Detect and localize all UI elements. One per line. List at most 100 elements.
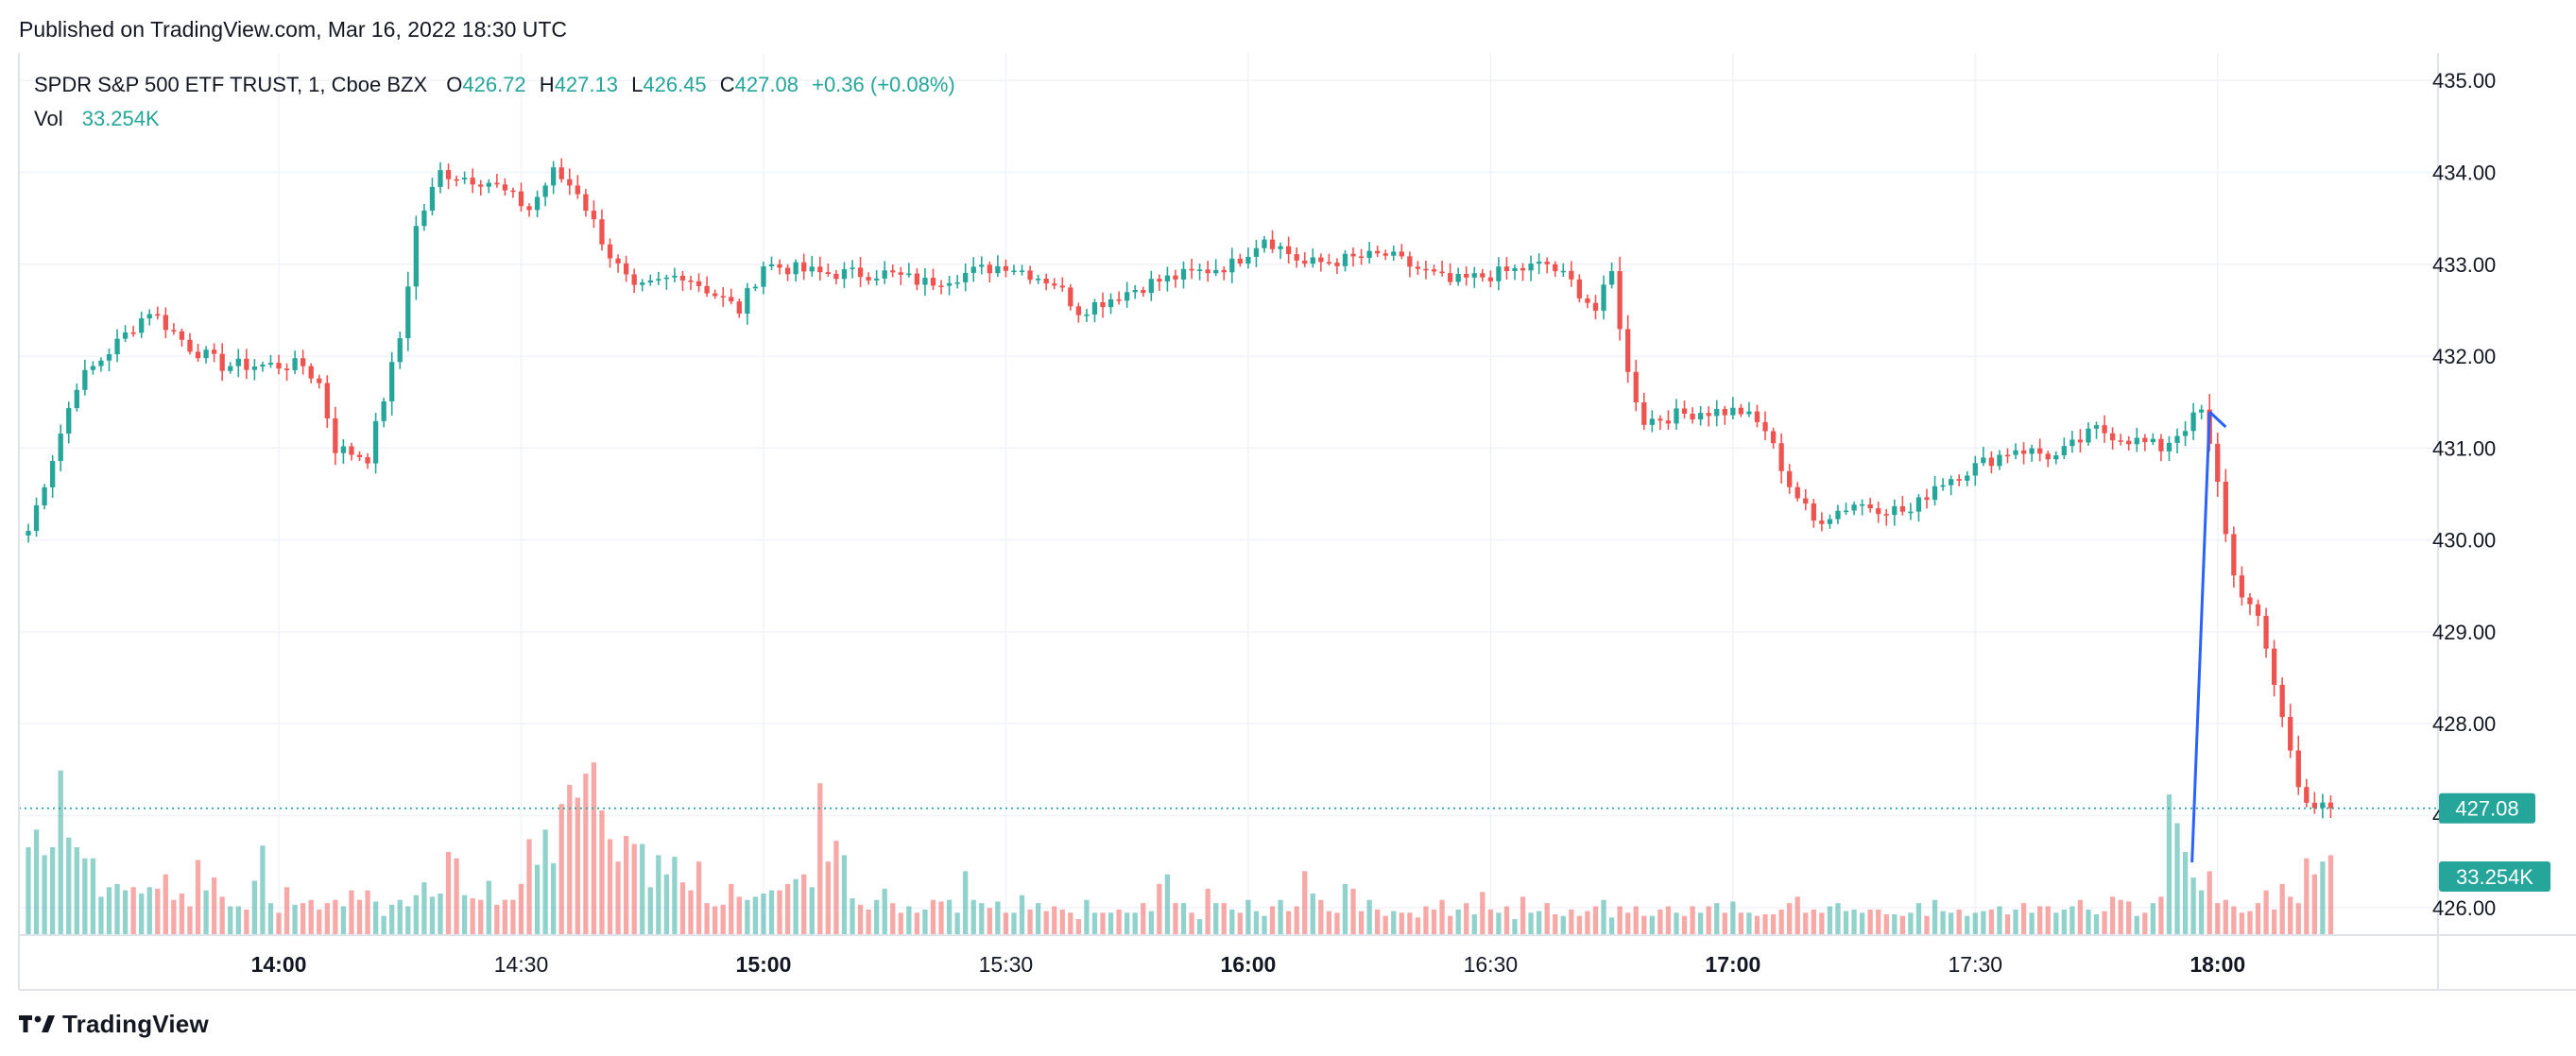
volume-bar <box>2037 906 2043 935</box>
candle-body <box>1585 298 1590 303</box>
candle-body <box>1649 418 1655 425</box>
volume-bar <box>817 783 823 935</box>
candle <box>1697 405 1704 426</box>
volume-bar <box>1608 917 1615 935</box>
candle-body <box>308 366 314 379</box>
volume-label[interactable]: Vol <box>34 107 63 130</box>
candle-body <box>2255 604 2261 617</box>
volume-bar <box>2174 823 2180 935</box>
volume-bar <box>1334 912 1340 935</box>
candle <box>2150 433 2156 446</box>
candle <box>1843 502 1849 515</box>
volume-bar <box>736 896 742 935</box>
candle-body <box>90 366 96 370</box>
volume-bar <box>203 890 209 935</box>
candle-body <box>283 368 290 370</box>
trend-line-drawing[interactable] <box>2190 411 2211 863</box>
volume-bar <box>1681 915 1688 935</box>
volume-bar <box>1722 912 1727 935</box>
volume-bar <box>1407 912 1413 935</box>
volume-bar <box>898 912 903 935</box>
volume-bar <box>631 843 637 935</box>
volume-bar <box>1043 911 1049 935</box>
volume-bar <box>1657 909 1663 935</box>
candle-body <box>1681 408 1688 414</box>
candle <box>340 438 347 464</box>
candle <box>356 451 363 462</box>
volume-bar <box>2134 915 2139 935</box>
volume-bar <box>2239 912 2245 935</box>
candle-body <box>1011 270 1017 273</box>
candle <box>631 268 637 294</box>
time-tick-label: 17:30 <box>1949 952 2003 977</box>
candle <box>663 274 670 290</box>
volume-bar <box>825 861 831 935</box>
candle-body <box>906 273 912 276</box>
volume-bar <box>1471 914 1477 935</box>
candle <box>1827 514 1833 529</box>
candle-body <box>2190 412 2196 432</box>
volume-bar <box>58 770 63 935</box>
volume-bar <box>873 899 880 935</box>
candle-body <box>2199 409 2205 413</box>
candle-body <box>591 211 597 220</box>
candle-body <box>1674 408 1679 424</box>
volume-bar <box>583 774 589 935</box>
candle-body <box>1997 454 2002 467</box>
volume-bar <box>349 890 354 935</box>
candle-body <box>704 285 710 294</box>
candle <box>203 346 209 364</box>
volume-bar <box>2166 794 2172 935</box>
candle <box>1537 253 1542 275</box>
candle <box>1189 258 1194 280</box>
volume-bar <box>1125 912 1130 935</box>
candle-body <box>2126 440 2132 445</box>
candle-body <box>2093 425 2100 429</box>
volume-bar <box>1859 912 1865 935</box>
volume-bar <box>1617 906 1623 935</box>
candle <box>1754 404 1760 428</box>
volume-bar <box>1068 912 1073 935</box>
volume-bar <box>1262 915 1267 935</box>
candle-body <box>1528 264 1534 271</box>
candle-body <box>857 267 864 278</box>
candle <box>898 266 903 285</box>
volume-bar <box>1148 911 1154 935</box>
candle <box>2279 677 2285 727</box>
candle-body <box>301 358 306 366</box>
volume-bar <box>340 906 347 935</box>
candle-body <box>1148 279 1154 294</box>
volume-bar <box>1229 909 1235 935</box>
volume-bar <box>1601 899 1606 935</box>
volume-bar <box>324 903 330 935</box>
trend-line-drawing[interactable] <box>2208 410 2227 429</box>
candle <box>1714 400 1720 427</box>
symbol-title[interactable]: SPDR S&P 500 ETF TRUST, 1, Cboe BZX <box>34 73 428 96</box>
volume-bar <box>1520 896 1526 935</box>
candle-body <box>882 270 887 279</box>
candle-body <box>1738 407 1744 415</box>
time-tick-label: 14:30 <box>494 952 549 977</box>
volume-bar <box>1035 903 1041 935</box>
volume-bar <box>1592 906 1599 935</box>
volume-bar <box>494 904 500 935</box>
candle <box>938 280 944 295</box>
candle <box>454 175 459 187</box>
candle-body <box>33 505 40 532</box>
candle <box>2215 433 2221 497</box>
candle-body <box>494 182 500 185</box>
volume-bar <box>1439 899 1445 935</box>
volume-bar <box>542 829 548 935</box>
volume-bar <box>33 829 40 935</box>
volume-bar <box>2247 911 2253 935</box>
candle <box>1358 248 1365 265</box>
last-price-badge: 427.08 <box>2439 792 2535 824</box>
candle-body <box>203 349 209 359</box>
volume-bar <box>454 858 459 935</box>
price-tick-label: 429.00 <box>2432 621 2496 644</box>
candle <box>2320 793 2326 819</box>
candle-body <box>729 297 734 302</box>
candle-body <box>372 420 379 464</box>
candle <box>251 359 258 381</box>
